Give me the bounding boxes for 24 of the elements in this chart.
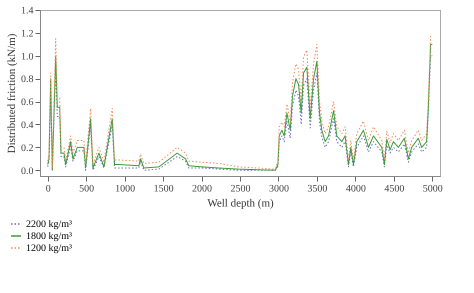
y-tick-label: 0.6 bbox=[21, 97, 34, 108]
y-tick-label: 1.0 bbox=[21, 51, 34, 62]
legend-label: 1200 kg/m³ bbox=[26, 243, 72, 254]
x-tick-label: 500 bbox=[79, 184, 94, 194]
x-axis-title: Well depth (m) bbox=[207, 198, 274, 210]
x-tick-label: 2000 bbox=[192, 184, 212, 194]
x-tick-label: 1000 bbox=[115, 184, 136, 194]
x-tick-label: 2500 bbox=[230, 184, 250, 194]
y-tick-label: 0.8 bbox=[21, 74, 34, 86]
y-tick-label: 1.2 bbox=[21, 28, 34, 40]
legend-label: 1800 kg/m³ bbox=[26, 231, 72, 242]
x-tick-label: 5000 bbox=[422, 184, 443, 194]
y-tick-label: 0.0 bbox=[21, 166, 34, 177]
x-tick-label: 4000 bbox=[346, 184, 366, 194]
x-tick-label: 3000 bbox=[268, 184, 289, 194]
y-axis-title: Distributed friction (kN/m) bbox=[6, 33, 18, 154]
legend-label: 2200 kg/m³ bbox=[26, 219, 72, 230]
x-tick-label: 1500 bbox=[154, 184, 174, 194]
y-tick-label: 0.4 bbox=[21, 120, 34, 131]
x-tick-label: 0 bbox=[46, 184, 51, 194]
x-tick-label: 4500 bbox=[384, 184, 404, 194]
y-tick-label: 0.2 bbox=[21, 142, 34, 154]
y-tick-label: 1.4 bbox=[21, 6, 34, 16]
x-tick-label: 3500 bbox=[307, 184, 328, 194]
